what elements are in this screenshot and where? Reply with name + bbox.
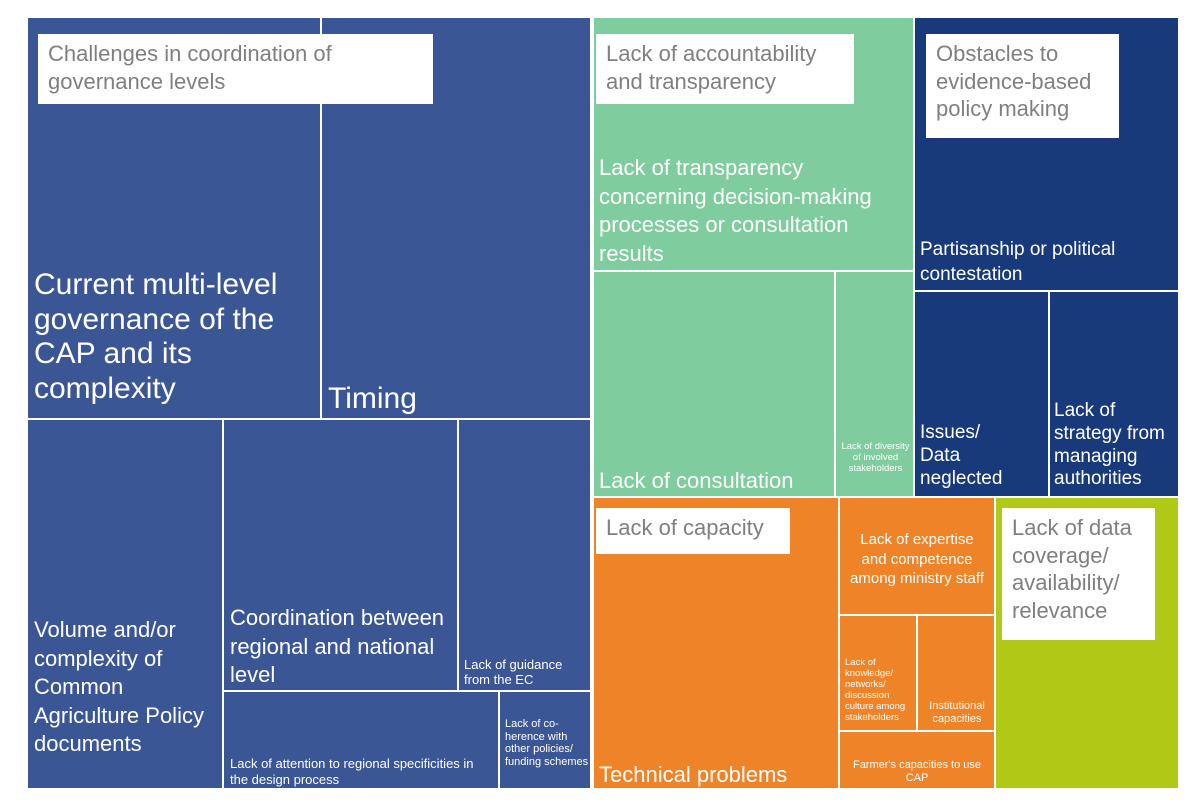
- tile-lack-consultation: Lack of consultation: [592, 270, 836, 498]
- tile-label: Timing: [328, 382, 417, 415]
- group-label-accountability: Lack of accountability and transparency: [596, 34, 854, 104]
- tile-lack-strategy-managing-authorities: Lack of strategy from managing authoriti…: [1048, 290, 1180, 498]
- group-label-data: Lack of data coverage/ availability/ rel…: [1002, 508, 1155, 640]
- tile-lack-expertise-ministry: Lack of expertise and competence among m…: [838, 496, 996, 616]
- tile-lack-knowledge-networks: Lack of knowledge/ networks/ discussion …: [838, 614, 918, 732]
- tile-label: Coordination between regional and nation…: [230, 605, 445, 688]
- group-label-capacity: Lack of capacity: [596, 508, 790, 554]
- tile-label: Lack of transparency concerning decision…: [599, 155, 872, 266]
- tile-lack-attention-regional: Lack of attention to regional specificit…: [222, 690, 500, 790]
- tile-label: Lack of co-herence with other policies/ …: [505, 718, 589, 768]
- tile-label: Lack of strategy from managing authoriti…: [1054, 400, 1165, 490]
- tile-institutional-capacities: Institutional capacities: [916, 614, 996, 732]
- tile-label: Institutional capacities: [929, 700, 985, 725]
- tile-lack-diversity-stakeholders: Lack of diversity of involved stakeholde…: [834, 270, 915, 498]
- tile-label: Lack of guidance from the EC: [464, 657, 563, 687]
- tile-coordination-regional-national: Coordination between regional and nation…: [222, 418, 459, 692]
- tile-label: Current multi-level governance of the CA…: [34, 268, 278, 405]
- tile-farmers-capacities: Farmer's capacities to use CAP: [838, 730, 996, 790]
- tile-lack-coherence: Lack of co-herence with other policies/ …: [498, 690, 592, 790]
- tile-label: Volume and/or complexity of Common Agric…: [34, 617, 204, 757]
- tile-label: Lack of expertise and competence among m…: [850, 531, 984, 587]
- tile-label: Issues/ Data neglected: [920, 422, 1003, 489]
- group-label-evidence: Obstacles to evidence-based policy makin…: [926, 34, 1119, 138]
- tile-issues-data-neglected: Issues/ Data neglected: [913, 290, 1050, 498]
- tile-label: Lack of diversity of involved stakeholde…: [841, 441, 910, 474]
- tile-label: Lack of consultation: [599, 468, 794, 493]
- tile-label: Lack of attention to regional specificit…: [230, 756, 474, 788]
- tile-lack-guidance-ec: Lack of guidance from the EC: [457, 418, 592, 692]
- group-label-coordination: Challenges in coordination of governance…: [38, 34, 433, 104]
- tile-label: Lack of knowledge/ networks/ discussion …: [845, 657, 906, 723]
- tile-label: Technical problems: [599, 762, 788, 787]
- tile-label: Farmer's capacities to use CAP: [852, 759, 982, 784]
- tile-label: Partisanship or political contestation: [920, 239, 1116, 285]
- tile-volume-complexity: Volume and/or complexity of Common Agric…: [26, 418, 224, 790]
